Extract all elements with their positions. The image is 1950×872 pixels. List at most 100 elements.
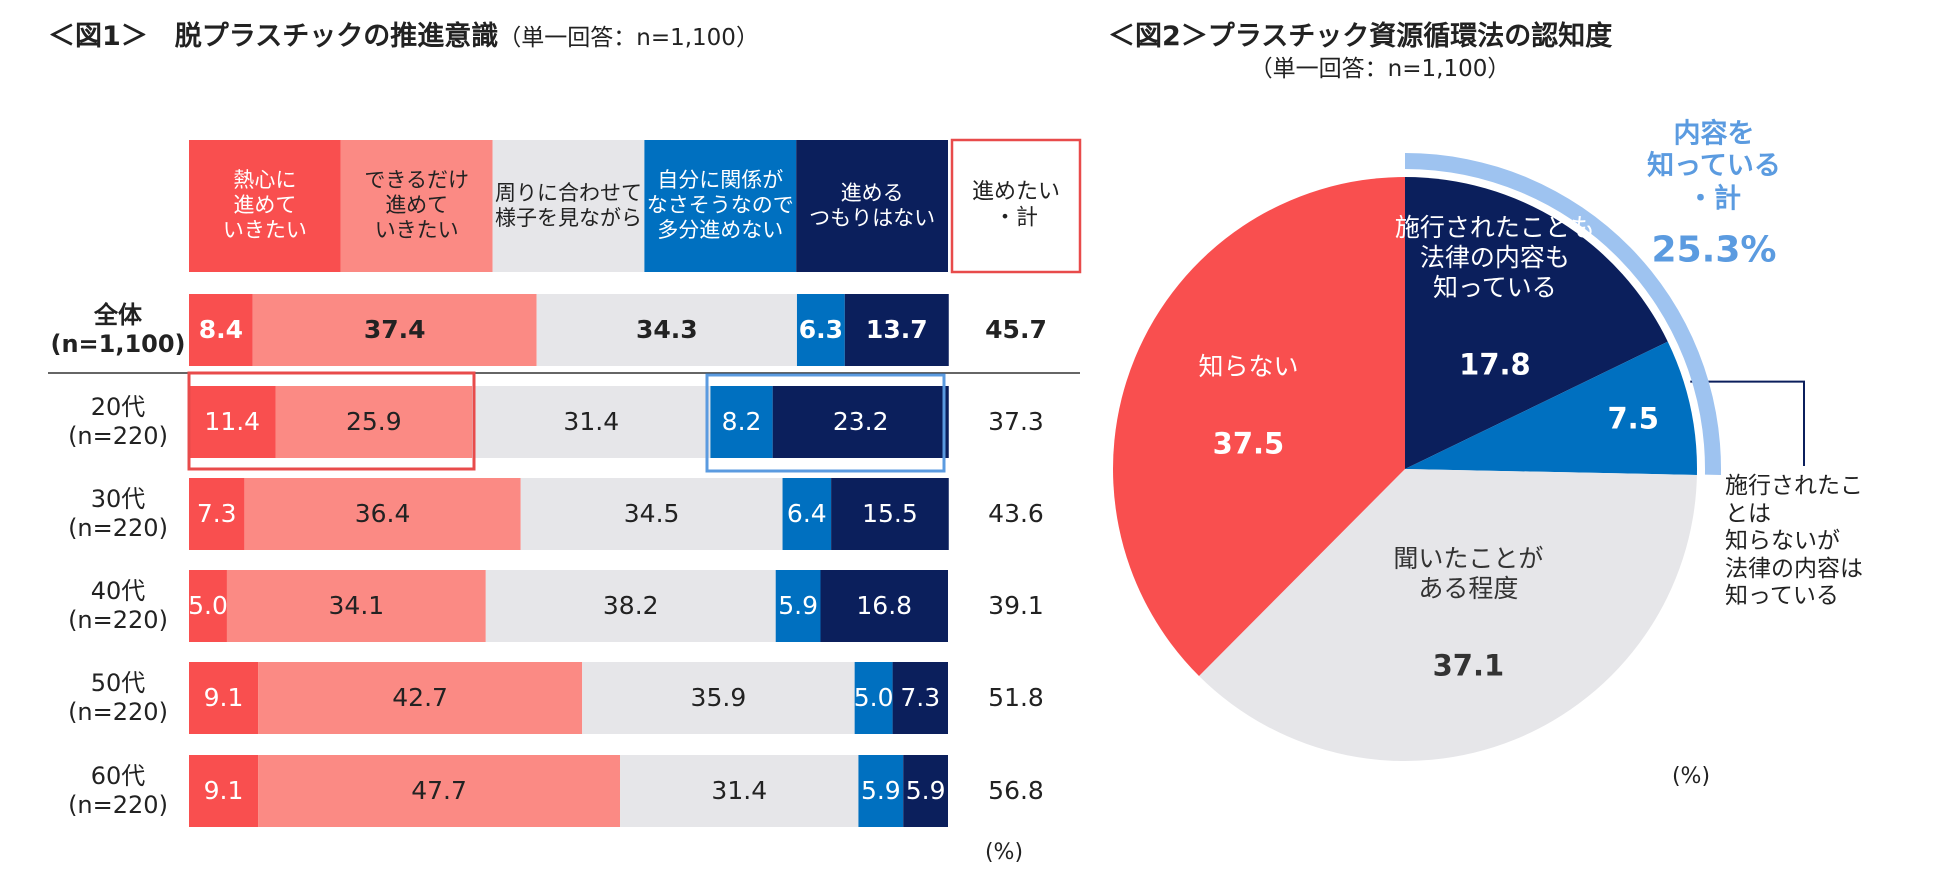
value-label: 34.1 bbox=[328, 591, 385, 620]
bar-segment bbox=[775, 570, 821, 642]
bar-segment bbox=[844, 294, 949, 366]
annotation-value: 25.3% bbox=[1651, 229, 1777, 271]
slice-label: 施行されたことも 法律の内容も 知っている bbox=[1394, 213, 1595, 303]
value-label: 36.4 bbox=[354, 499, 411, 528]
total-value: 37.3 bbox=[988, 407, 1044, 436]
category-label: 30代 (n=220) bbox=[68, 485, 168, 542]
value-label: 38.2 bbox=[602, 591, 659, 620]
bar-segment bbox=[485, 570, 776, 642]
legend-box bbox=[492, 140, 645, 272]
unit-label: (%) bbox=[984, 839, 1024, 865]
pie-slice bbox=[1112, 177, 1405, 676]
category-label: 60代 (n=220) bbox=[68, 762, 168, 819]
slice-value: 37.1 bbox=[1432, 648, 1505, 683]
bar-segment bbox=[796, 294, 845, 366]
subtitle: （単一回答：n=1,100） bbox=[498, 25, 759, 51]
value-label: 5.0 bbox=[188, 591, 228, 620]
slice-value: 17.8 bbox=[1459, 348, 1531, 383]
bar-segment bbox=[892, 662, 948, 734]
slice-label: 施行されたことは 知らないが 法律の内容は 知っている bbox=[1725, 473, 1863, 610]
value-label: 5.9 bbox=[860, 776, 901, 805]
slice-value: 37.5 bbox=[1212, 426, 1285, 461]
bar-segment bbox=[710, 386, 773, 458]
bar-segment bbox=[520, 478, 783, 550]
category-label: 20代 (n=220) bbox=[68, 393, 168, 450]
highlight-box bbox=[705, 373, 946, 473]
value-label: 25.9 bbox=[345, 407, 402, 436]
legend-label: 熱心に 進めて いきたい bbox=[222, 168, 307, 243]
subtitle: （単一回答：n=1,100） bbox=[1249, 56, 1511, 83]
title-text: ＜図1＞ 脱プラスチックの推進意識 bbox=[48, 21, 499, 52]
value-label: 34.3 bbox=[635, 315, 698, 344]
value-label: 5.9 bbox=[905, 776, 946, 805]
unit-label: (%) bbox=[1671, 763, 1711, 789]
legend-label: 進める つもりはない bbox=[809, 180, 936, 230]
pie-slice bbox=[1405, 177, 1668, 469]
total-value: 56.8 bbox=[988, 776, 1044, 805]
annotation-label: 内容を 知っている ・計 bbox=[1647, 118, 1781, 215]
bar-segment bbox=[189, 755, 259, 827]
total-value: 43.6 bbox=[988, 499, 1044, 528]
legend-label: 周りに合わせて 様子を見ながら bbox=[495, 180, 642, 230]
bar-segment bbox=[620, 755, 859, 827]
total-value: 39.1 bbox=[988, 591, 1044, 620]
value-label: 47.7 bbox=[411, 776, 467, 805]
bar-segment bbox=[536, 294, 797, 366]
bar-segment bbox=[258, 755, 621, 827]
bar-segment bbox=[275, 386, 473, 458]
legend-box bbox=[340, 140, 493, 272]
value-label: 16.8 bbox=[856, 591, 913, 620]
pie-slice bbox=[1199, 469, 1697, 762]
value-label: 37.4 bbox=[363, 315, 426, 344]
value-label: 35.9 bbox=[690, 683, 747, 712]
value-label: 15.5 bbox=[862, 499, 918, 528]
legend-box bbox=[644, 140, 797, 272]
highlight-box bbox=[187, 371, 476, 471]
value-label: 42.7 bbox=[392, 683, 448, 712]
value-label: 8.2 bbox=[721, 407, 762, 436]
chart-title: ＜図2＞プラスチック資源循環法の認知度 bbox=[1108, 21, 1613, 52]
bar-segment bbox=[582, 662, 855, 734]
slice-label: 知らない bbox=[1198, 352, 1299, 382]
slice-value: 7.5 bbox=[1607, 401, 1659, 436]
bar-segment bbox=[189, 662, 259, 734]
bar-segment bbox=[472, 386, 711, 458]
bar-segment bbox=[820, 570, 948, 642]
value-label: 31.4 bbox=[563, 407, 620, 436]
value-label: 7.3 bbox=[900, 683, 941, 712]
bar-segment bbox=[189, 386, 276, 458]
callout-line bbox=[1690, 380, 1805, 466]
value-label: 13.7 bbox=[865, 315, 928, 344]
value-label: 6.4 bbox=[786, 499, 827, 528]
bar-segment bbox=[252, 294, 537, 366]
value-label: 8.4 bbox=[198, 315, 244, 344]
value-label: 23.2 bbox=[832, 407, 889, 436]
legend-box bbox=[189, 140, 341, 272]
bar-segment bbox=[226, 570, 486, 642]
value-label: 5.9 bbox=[778, 591, 818, 620]
bar-segment bbox=[189, 294, 253, 366]
bar-segment bbox=[258, 662, 583, 734]
value-label: 9.1 bbox=[203, 683, 244, 712]
bar-segment bbox=[858, 755, 904, 827]
legend-label: できるだけ 進めて いきたい bbox=[364, 168, 469, 243]
bar-segment bbox=[831, 478, 949, 550]
bar-segment bbox=[903, 755, 948, 827]
value-label: 11.4 bbox=[204, 407, 261, 436]
total-header-box bbox=[950, 138, 1082, 274]
legend-box bbox=[796, 140, 948, 272]
category-label: 40代 (n=220) bbox=[68, 577, 168, 634]
chart-title: ＜図1＞ 脱プラスチックの推進意識（単一回答：n=1,100） bbox=[48, 14, 759, 53]
category-label: 全体 (n=1,100) bbox=[50, 301, 186, 358]
value-label: 31.4 bbox=[711, 776, 768, 805]
value-label: 34.5 bbox=[623, 499, 680, 528]
legend-label: 自分に関係が なさそうなので 多分進めない bbox=[646, 168, 794, 243]
total-header: 進めたい ・計 bbox=[971, 179, 1061, 231]
value-label: 5.0 bbox=[853, 683, 894, 712]
total-value: 51.8 bbox=[988, 683, 1044, 712]
pie-slice bbox=[1405, 341, 1697, 475]
category-label: 50代 (n=220) bbox=[68, 669, 168, 726]
bar-segment bbox=[772, 386, 949, 458]
